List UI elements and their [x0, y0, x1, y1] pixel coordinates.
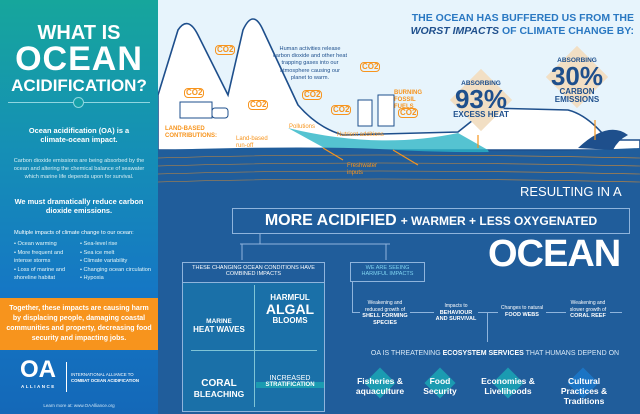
header-title: THE OCEAN HAS BUFFERED US FROM THE WORST …	[410, 12, 634, 37]
freshwater-label: Freshwater inputs	[347, 163, 378, 176]
impact-item: • Changing ocean circulation	[80, 266, 151, 273]
org-name: INTERNATIONAL ALLIANCE TO COMBAT OCEAN AC…	[71, 372, 139, 383]
connector-line	[487, 312, 488, 342]
impact-item: • Sea-level rise	[80, 241, 118, 247]
stat-carbon: ABSORBING 30% CARBON EMISSIONS	[550, 57, 604, 104]
combined-title: THESE CHANGING OCEAN CONDITIONS HAVE COM…	[183, 263, 324, 283]
co2-icon: CO2	[215, 45, 236, 55]
human-activities-text: Human activities release carbon dioxide …	[272, 46, 348, 81]
co2-icon: CO2	[302, 90, 323, 100]
impact-item: • Hypoxia	[80, 275, 104, 281]
ecosystem-title: OA IS THREATENING ECOSYSTEM SERVICES THA…	[370, 350, 620, 357]
stat-heat: ABSORBING 93% EXCESS HEAT	[453, 80, 509, 119]
co2-icon: CO2	[398, 108, 419, 118]
land-based-label: LAND-BASED CONTRIBUTIONS:	[165, 126, 217, 139]
harmful-impacts-title: WE ARE SEEING HARMFUL IMPACTS	[350, 262, 425, 282]
impact-behaviour: Impacts to BEHAVIOUR AND SURVIVAL	[434, 303, 478, 323]
impacts-title: Multiple impacts of climate change to ou…	[14, 230, 134, 236]
learn-more-link[interactable]: Learn more at: www.OAAlliance.org	[43, 403, 115, 408]
co2-icon: CO2	[184, 88, 205, 98]
pollutions-label: Pollutions	[289, 124, 316, 130]
co2-icon: CO2	[331, 105, 352, 115]
title-what-is: WHAT IS	[37, 22, 121, 44]
landscape-illustration	[158, 18, 640, 190]
impacts-list-2: • Sea-level rise • Sea ice melt • Climat…	[80, 240, 156, 283]
result-box: MORE ACIDIFIED + WARMER + LESS OXYGENATE…	[232, 208, 630, 234]
impact-item: • Ocean warming	[14, 241, 57, 247]
call-text: We must dramatically reduce carbon dioxi…	[14, 197, 144, 215]
impact-item: • More frequent and intense storms	[14, 249, 64, 265]
body-text: Carbon dioxide emissions are being absor…	[13, 158, 145, 180]
fossil-label: BURNING FOSSIL FUELS	[394, 90, 422, 110]
runoff-label: Land-based run-off	[236, 136, 268, 149]
left-panel: WHAT IS OCEAN ACIDIFICATION? Ocean acidi…	[0, 0, 158, 414]
co2-icon: CO2	[360, 62, 381, 72]
grid-line	[191, 350, 317, 351]
impact-food-webs: Changes to natural FOOD WEBS	[498, 305, 546, 318]
impact-coral-reef: Weakening and slower growth of CORAL REEF	[566, 300, 610, 320]
service-economies: Economies & Livelihoods	[481, 376, 535, 396]
cell-algal-blooms: HARMFUL ALGAL BLOOMS	[265, 293, 315, 325]
service-fisheries: Fisheries & aquaculture	[355, 376, 405, 396]
combined-impacts-box: THESE CHANGING OCEAN CONDITIONS HAVE COM…	[182, 262, 325, 412]
logo-sub: ALLIANCE	[21, 384, 56, 389]
intro-text: Ocean acidification (OA) is a climate-oc…	[28, 126, 130, 144]
impact-item: • Climate variability	[80, 258, 128, 264]
impact-item: • Sea ice melt	[80, 249, 115, 256]
divider-circle-icon	[73, 97, 84, 108]
more-acidified: MORE ACIDIFIED	[264, 212, 397, 229]
impact-item: • Loss of marine and shoreline habitat	[14, 266, 66, 282]
service-food-security: Food Security	[423, 376, 457, 396]
connector-line	[352, 282, 353, 312]
oa-logo: OA	[20, 356, 56, 383]
impact-shell: Weakening and reduced growth of SHELL FOR…	[360, 300, 410, 326]
cell-heat-waves: MARINE HEAT WAVES	[193, 318, 245, 334]
ocean-big-text: OCEAN	[488, 233, 621, 275]
nutrients-label: Nutrient additions	[337, 132, 384, 138]
cell-stratification: INCREASED STRATIFICATION	[256, 375, 324, 388]
title-ocean: OCEAN	[15, 40, 143, 78]
impacts-list-1: • Ocean warming • More frequent and inte…	[14, 240, 76, 283]
warmer-less-oxygenated: + WARMER + LESS OXYGENATED	[400, 214, 598, 228]
title-acidification: ACIDIFICATION?	[11, 76, 147, 95]
harm-callout: Together, these impacts are causing harm…	[0, 298, 158, 350]
cell-coral-bleaching: CORAL BLEACHING	[193, 378, 245, 399]
resulting-text: RESULTING IN A	[520, 184, 622, 199]
service-cultural: Cultural Practices & Traditions	[560, 376, 608, 406]
grid-line	[254, 285, 255, 407]
logo-divider	[66, 362, 67, 392]
connector-lines	[240, 234, 390, 260]
co2-icon: CO2	[248, 100, 269, 110]
